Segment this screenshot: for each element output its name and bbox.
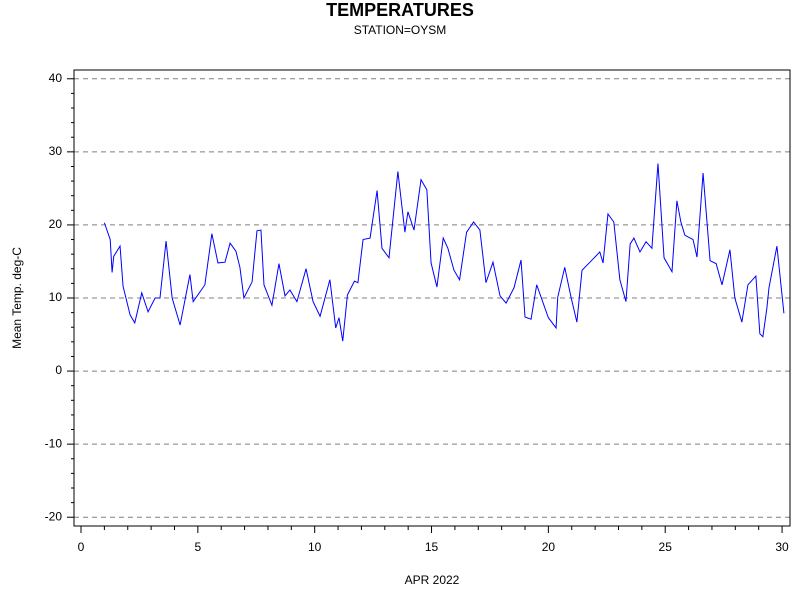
x-tick-label: 20 xyxy=(542,540,556,554)
x-tick-label: 30 xyxy=(775,540,789,554)
y-tick-label: -10 xyxy=(45,436,63,450)
y-tick-label: -20 xyxy=(45,509,63,523)
chart-subtitle: STATION=OYSM xyxy=(354,23,447,37)
y-tick-label: 20 xyxy=(49,217,63,231)
y-axis-label: Mean Temp. deg-C xyxy=(10,247,24,349)
x-tick-label: 5 xyxy=(195,540,202,554)
y-tick-label: 0 xyxy=(55,363,62,377)
y-tick-label: 30 xyxy=(49,144,63,158)
x-tick-label: 0 xyxy=(78,540,85,554)
x-tick-label: 10 xyxy=(308,540,322,554)
x-tick-label: 25 xyxy=(659,540,673,554)
chart-title: TEMPERATURES xyxy=(326,0,474,20)
y-tick-label: 40 xyxy=(49,71,63,85)
plot-frame xyxy=(73,69,791,527)
x-tick-label: 15 xyxy=(425,540,439,554)
temperature-line xyxy=(103,163,785,342)
x-axis-label: APR 2022 xyxy=(405,573,460,587)
y-tick-label: 10 xyxy=(49,290,63,304)
